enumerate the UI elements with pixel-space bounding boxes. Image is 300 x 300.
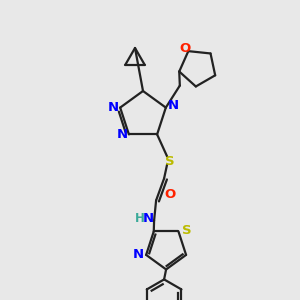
Text: N: N — [142, 212, 154, 225]
Text: O: O — [180, 42, 191, 55]
Text: N: N — [108, 101, 119, 114]
Text: N: N — [167, 99, 178, 112]
Text: S: S — [165, 155, 175, 168]
Text: N: N — [116, 128, 128, 141]
Text: N: N — [133, 248, 144, 261]
Text: S: S — [182, 224, 191, 237]
Text: O: O — [164, 188, 176, 201]
Text: H: H — [135, 212, 145, 225]
